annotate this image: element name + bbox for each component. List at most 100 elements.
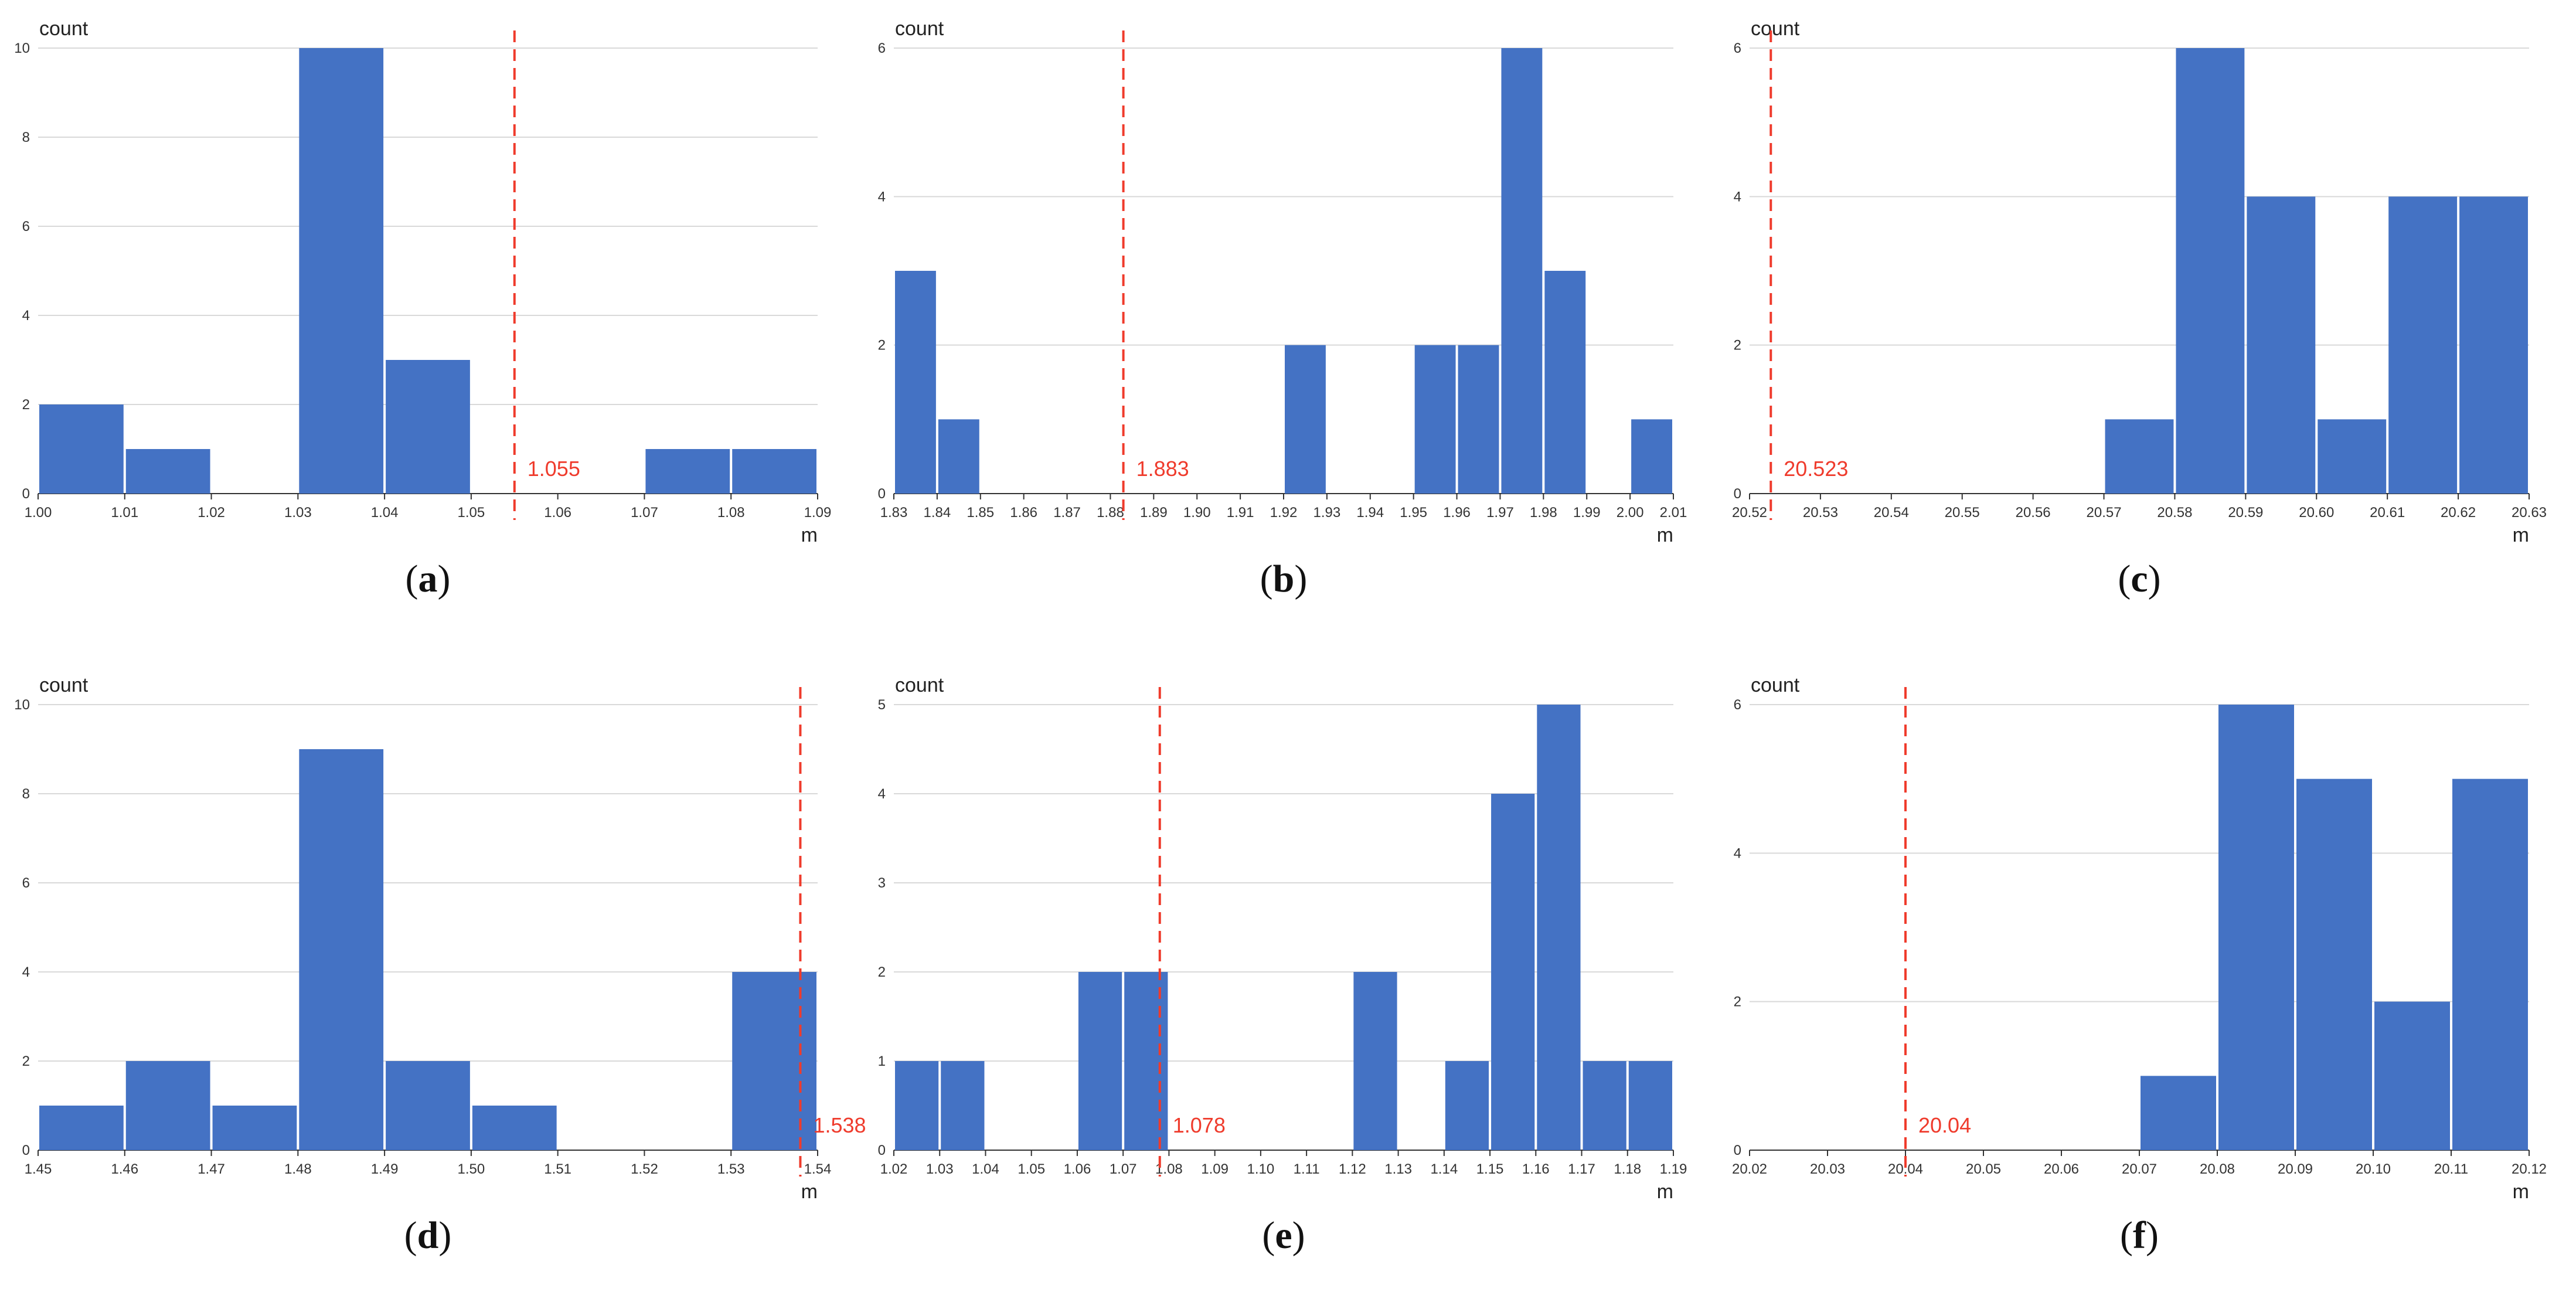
y-tick-label: 4 <box>22 308 30 324</box>
x-tick-label: 1.06 <box>1064 1161 1091 1177</box>
x-tick-label: 20.60 <box>2299 505 2334 521</box>
histogram-bar <box>299 48 384 494</box>
histogram-bar <box>1414 345 1456 494</box>
x-tick-label: 1.92 <box>1270 505 1298 521</box>
chart-f: 0 2 4 6 20.02 20.03 20.04 20.05 20.06 20.07 20.08 2… <box>1732 674 2547 1203</box>
x-tick-label: 20.58 <box>2157 505 2192 521</box>
histogram-bar <box>39 1106 124 1150</box>
histogram-bar <box>1583 1061 1626 1150</box>
histogram-bar <box>645 449 730 494</box>
reference-line-label: 20.523 <box>1784 457 1848 481</box>
reference-line-label: 20.04 <box>1918 1113 1971 1137</box>
histogram-bar <box>1124 972 1168 1150</box>
x-tick-label: 20.59 <box>2228 505 2263 521</box>
x-tick-label: 1.49 <box>371 1161 399 1177</box>
panel-f: 0 2 4 6 20.02 20.03 20.04 20.05 20.06 20.07 20.08 2… <box>1723 668 2555 1257</box>
x-tick-label: 1.09 <box>804 505 832 521</box>
x-tick-label: 20.03 <box>1810 1161 1845 1177</box>
histogram-bar <box>2296 778 2372 1150</box>
reference-line-label: 1.078 <box>1173 1113 1226 1137</box>
chart-b: 0 2 4 6 1.83 1.84 1.85 1.86 1.87 1.88 1.89 1.90 1.91… <box>878 18 1687 546</box>
x-tick-label: 1.99 <box>1573 505 1601 521</box>
y-tick-label: 0 <box>878 1143 886 1158</box>
y-tick-label: 6 <box>22 875 30 891</box>
y-tick-label: 0 <box>22 1143 30 1158</box>
x-tick-label: 1.10 <box>1247 1161 1275 1177</box>
x-tick-label: 1.01 <box>111 505 138 521</box>
histogram-bar <box>895 271 936 494</box>
y-tick-label: 2 <box>878 964 886 980</box>
y-tick-label: 0 <box>1734 1143 1741 1158</box>
x-tick-label: 1.14 <box>1430 1161 1458 1177</box>
x-axis-label: m <box>2513 1181 2529 1203</box>
x-tick-label: 20.10 <box>2356 1161 2391 1177</box>
y-tick-label: 6 <box>22 219 30 234</box>
x-axis-label: m <box>1657 1181 1673 1203</box>
x-tick-label: 1.50 <box>458 1161 485 1177</box>
y-tick-label: 5 <box>878 697 886 713</box>
y-tick-label: 0 <box>878 486 886 502</box>
histogram-bar <box>1078 972 1122 1150</box>
x-tick-label: 20.07 <box>2122 1161 2157 1177</box>
x-tick-label: 1.85 <box>967 505 994 521</box>
y-tick-label: 8 <box>22 786 30 802</box>
y-tick-label: 0 <box>22 486 30 502</box>
panel-d: 0 2 4 6 8 10 1.45 1.46 1.47 1.48 1.49 1.50 1.51 1.52 1… <box>12 668 866 1257</box>
histogram-bar <box>2388 196 2458 494</box>
x-tick-label: 20.62 <box>2441 505 2476 521</box>
x-tick-label: 1.87 <box>1053 505 1081 521</box>
x-tick-label: 1.91 <box>1227 505 1254 521</box>
panel-b: 0 2 4 6 1.83 1.84 1.85 1.86 1.87 1.88 1.89 1.90 1.91… <box>867 12 1700 600</box>
x-tick-label: 1.94 <box>1356 505 1384 521</box>
y-tick-label: 6 <box>878 40 886 56</box>
x-tick-label: 20.56 <box>2016 505 2051 521</box>
histogram-bar <box>299 749 384 1150</box>
y-tick-label: 4 <box>878 189 886 205</box>
x-tick-label: 20.02 <box>1732 1161 1767 1177</box>
histogram-bar <box>2459 196 2528 494</box>
histogram-bar <box>1458 345 1499 494</box>
x-tick-label: 20.08 <box>2200 1161 2235 1177</box>
x-axis-label: m <box>801 524 818 546</box>
histogram-bar <box>1501 48 1543 494</box>
y-tick-label: 4 <box>1734 845 1741 861</box>
histogram-bar <box>472 1106 557 1150</box>
reference-line-label: 1.055 <box>528 457 580 481</box>
x-tick-label: 1.00 <box>25 505 52 521</box>
panel-e: 0 1 2 3 4 5 1.02 1.03 1.04 1.05 1.06 1.07 1.08 1.09 1.… <box>867 668 1700 1257</box>
histogram-bar <box>2318 419 2387 494</box>
chart-d: 0 2 4 6 8 10 1.45 1.46 1.47 1.48 1.49 1.50 1.51 1.52 1… <box>14 674 866 1203</box>
x-tick-label: 1.54 <box>804 1161 832 1177</box>
x-tick-label: 20.55 <box>1945 505 1980 521</box>
x-tick-label: 20.52 <box>1732 505 1767 521</box>
x-tick-label: 1.02 <box>198 505 225 521</box>
x-tick-label: 20.61 <box>2370 505 2405 521</box>
histogram-bar <box>2374 1001 2450 1150</box>
x-tick-label: 1.88 <box>1097 505 1124 521</box>
x-tick-label: 1.12 <box>1339 1161 1366 1177</box>
histogram-bar <box>125 1061 210 1150</box>
caption-e-label: e <box>1275 1214 1292 1257</box>
y-tick-label: 1 <box>878 1053 886 1069</box>
x-tick-label: 1.52 <box>631 1161 658 1177</box>
histogram-bar <box>2105 419 2174 494</box>
x-tick-label: 1.03 <box>284 505 312 521</box>
y-tick-label: 2 <box>22 397 30 413</box>
histogram-bar <box>938 419 979 494</box>
caption-e: (e) <box>1262 1214 1305 1257</box>
y-tick-label: 4 <box>878 786 886 802</box>
histogram-bar <box>1544 271 1586 494</box>
x-tick-label: 1.09 <box>1201 1161 1229 1177</box>
y-axis-label: count <box>39 674 89 696</box>
x-tick-label: 1.96 <box>1443 505 1471 521</box>
y-axis-label: count <box>895 674 944 696</box>
reference-line-label: 1.883 <box>1136 457 1189 481</box>
histogram-bar <box>732 972 816 1150</box>
x-tick-label: 1.45 <box>25 1161 52 1177</box>
x-axis-label: m <box>801 1181 818 1203</box>
y-axis-label: count <box>1751 18 1800 40</box>
y-tick-label: 3 <box>878 875 886 891</box>
y-tick-label: 10 <box>14 697 30 713</box>
